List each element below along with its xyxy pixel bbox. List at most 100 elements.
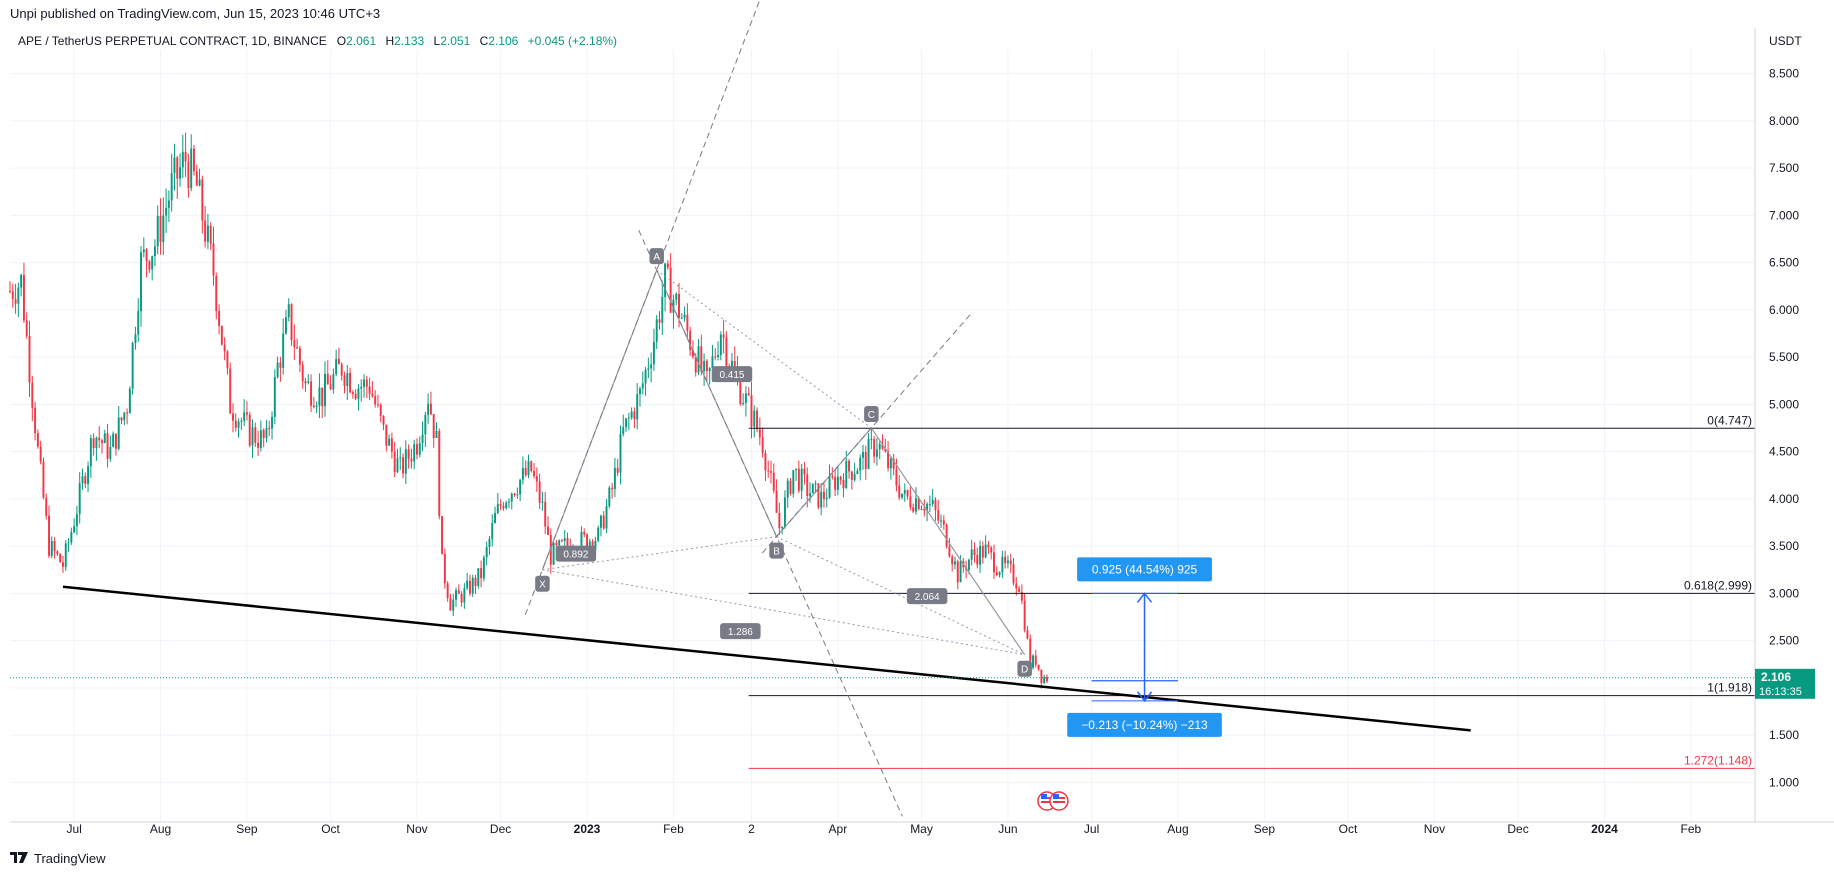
pattern-ratio-line (776, 536, 1025, 656)
candle-body (795, 468, 798, 471)
candle-body (418, 443, 421, 455)
candle-body (937, 510, 940, 521)
candle-body (622, 427, 625, 434)
price-measurements[interactable]: 0.925 (44.54%) 925 −0.213 (−10.24%) −213 (1067, 557, 1222, 737)
symbol-title[interactable]: APE / TetherUS PERPETUAL CONTRACT, 1D, B… (18, 34, 327, 48)
candle-body (549, 534, 552, 565)
badge-background (555, 545, 597, 562)
candle-body (170, 173, 173, 201)
badge-text: 0.415 (719, 370, 744, 381)
candle-body (717, 355, 720, 357)
candle-body (850, 471, 853, 480)
candle-body (586, 534, 588, 549)
candle-body (875, 449, 878, 457)
candle-body (159, 215, 162, 243)
candle-body (245, 412, 248, 415)
candle-body (789, 480, 792, 494)
candles (9, 132, 1048, 689)
candle-body (959, 561, 962, 583)
candle-body (452, 599, 455, 611)
candle-body (853, 474, 856, 480)
candle-body (148, 261, 151, 270)
candle-body (134, 334, 137, 344)
candle-body (680, 317, 683, 319)
candle-body (822, 491, 825, 500)
badge-text: 2.064 (915, 592, 940, 603)
y-tick-label: 4.000 (1769, 492, 1799, 506)
candle-body (926, 504, 929, 511)
candle-body (516, 494, 519, 496)
fibonacci-retracement[interactable]: 0(4.747) 0.618(2.999) 1(1.918) 1.272(1.148) (748, 413, 1755, 769)
candle-body (1001, 556, 1004, 573)
candle-body (797, 468, 800, 491)
candle-body (703, 360, 706, 372)
candle-body (271, 416, 274, 429)
close-label: C (479, 34, 489, 48)
candle-body (758, 429, 761, 438)
candle-body (321, 387, 324, 407)
harmonic-pattern[interactable]: X A B C D 0.415 0.892 2.064 1.286 (524, 0, 1032, 817)
x-tick-label: Feb (663, 822, 684, 836)
candle-body (541, 501, 544, 503)
candle-body (864, 452, 867, 469)
candle-body (616, 467, 619, 473)
candle-body (142, 249, 145, 253)
candle-body (678, 293, 680, 319)
candle-body (284, 317, 287, 334)
open-value: 2.061 (346, 34, 377, 48)
y-tick-label: 7.500 (1769, 161, 1799, 175)
pattern-point-a: A (649, 248, 664, 265)
candle-body (312, 405, 315, 408)
candle-body (781, 526, 784, 529)
candle-body (750, 395, 753, 427)
candle-body (1018, 588, 1021, 592)
badge-text: 1.286 (728, 627, 753, 638)
badge-background (711, 366, 753, 383)
candle-body (480, 568, 483, 579)
last-price-countdown: 16:13:35 (1759, 686, 1802, 698)
candle-body (778, 512, 781, 529)
candle-body (998, 572, 1001, 576)
candle-body (705, 360, 708, 372)
candle-body (477, 568, 480, 586)
candle-body (719, 334, 722, 356)
pattern-point-b: B (769, 542, 784, 559)
candle-body (432, 414, 435, 438)
close-value: 2.106 (488, 34, 519, 48)
tradingview-logo[interactable]: TradingView (10, 850, 106, 866)
candle-body (664, 263, 667, 297)
candle-body (839, 476, 842, 480)
candle-body (828, 476, 831, 498)
pattern-ratio-label: 0.892 (555, 545, 597, 562)
candle-body (351, 392, 354, 395)
candle-body (669, 267, 672, 313)
candle-body (510, 493, 513, 502)
candle-body (287, 304, 290, 318)
candle-body (892, 458, 895, 469)
trendline[interactable] (62, 585, 1471, 732)
candle-body (145, 249, 148, 262)
candle-body (109, 446, 112, 459)
candle-body (251, 427, 254, 446)
y-tick-label: 2.500 (1769, 634, 1799, 648)
candle-body (137, 311, 140, 335)
candle-body (973, 549, 976, 556)
candle-body (686, 314, 689, 331)
candle-body (524, 468, 527, 476)
candle-body (424, 414, 427, 435)
x-tick-label: Aug (1167, 822, 1188, 836)
candle-body (50, 541, 53, 556)
candle-body (544, 501, 547, 527)
candle-body (650, 364, 653, 369)
badge-text: A (653, 252, 660, 263)
publish-info: Unpi published on TradingView.com, Jun 1… (10, 6, 381, 21)
candle-body (368, 386, 371, 394)
candle-body (234, 420, 237, 428)
candle-body (248, 414, 251, 446)
fib-level-label: 1.272(1.148) (1684, 753, 1752, 767)
candle-body (951, 556, 954, 565)
pattern-point-d: D (1017, 660, 1032, 677)
candle-body (457, 590, 460, 594)
candle-body (67, 542, 70, 544)
